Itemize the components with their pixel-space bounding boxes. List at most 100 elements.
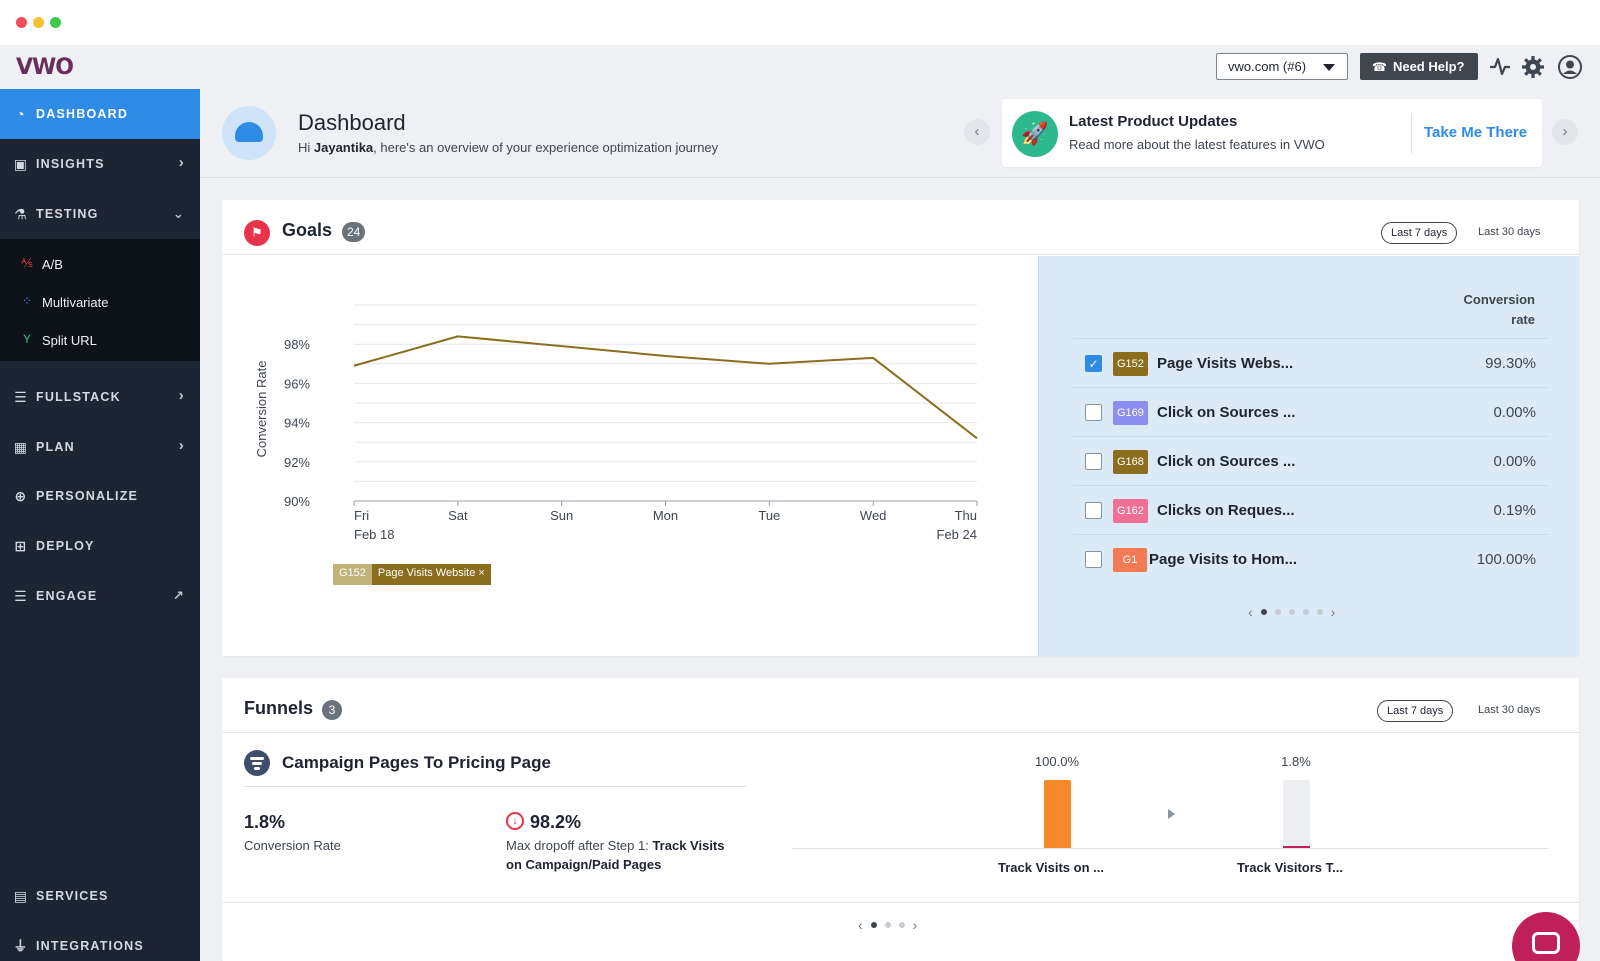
pager-dot[interactable] — [1260, 609, 1267, 615]
range-last-30-days[interactable]: Last 30 days — [1478, 704, 1541, 716]
pager-dot[interactable] — [898, 922, 905, 928]
goal-checkbox[interactable] — [1085, 551, 1102, 568]
sidebar-item-fullstack[interactable]: ☰ FULLSTACK › — [0, 372, 200, 422]
sidebar-subitem-multivariate[interactable]: ⁘ Multivariate — [0, 283, 200, 321]
take-me-there-link[interactable]: Take Me There — [1424, 124, 1528, 141]
goal-name[interactable]: Clicks on Reques... — [1157, 502, 1295, 519]
account-select[interactable]: vwo.com (#6) — [1216, 53, 1348, 80]
dropoff-step-line1: Track Visits — [652, 838, 725, 853]
sidebar-item-testing[interactable]: ⚗ TESTING ⌄ — [0, 189, 200, 239]
x-tick-label: Tue — [758, 508, 780, 523]
chevron-right-icon[interactable]: › — [1552, 119, 1578, 145]
ab-icon: ⅍ — [21, 256, 33, 270]
sidebar-subitem-label: Multivariate — [42, 295, 109, 310]
sidebar-item-deploy[interactable]: ⊞ DEPLOY — [0, 521, 200, 571]
minimize-window-dot[interactable] — [33, 17, 44, 28]
sidebar-item-plan[interactable]: ▦ PLAN › — [0, 422, 200, 472]
pager-dot[interactable] — [1274, 609, 1281, 615]
goal-conversion-rate: 100.00% — [1476, 551, 1536, 568]
sidebar-subitem-ab[interactable]: ⅍ A/B — [0, 245, 200, 283]
goal-name[interactable]: Click on Sources ... — [1157, 453, 1296, 470]
goal-row[interactable]: G169 Click on Sources ... 0.00% — [1073, 387, 1548, 437]
funnel-step-bar[interactable] — [1283, 780, 1310, 848]
chat-widget-button[interactable] — [1512, 912, 1580, 961]
goal-checkbox[interactable] — [1085, 404, 1102, 421]
sidebar-subitem-label: Split URL — [42, 333, 97, 348]
dashboard-icon: ◔ — [16, 106, 26, 122]
goal-row[interactable]: G1 Page Visits to Hom... 100.00% — [1073, 534, 1548, 584]
vwo-logo[interactable]: VWO — [16, 55, 74, 80]
goal-checkbox[interactable] — [1085, 502, 1102, 519]
goal-checkbox[interactable] — [1085, 453, 1102, 470]
chart-svg: 90% 92% 94% 96% 98% Fri Sat Sun Mon Tue Wed Thu Feb … — [254, 304, 978, 542]
pager-prev-icon[interactable]: ‹ — [1248, 604, 1253, 620]
pager-dot[interactable] — [1302, 609, 1309, 615]
sidebar: ◔ DASHBOARD ▣ INSIGHTS › ⚗ TESTING ⌄ ⅍ A… — [0, 89, 200, 961]
flask-icon: ⚗ — [14, 206, 28, 222]
y-axis-label: Conversion Rate — [254, 361, 269, 458]
goal-name[interactable]: Click on Sources ... — [1157, 404, 1296, 421]
close-window-dot[interactable] — [16, 17, 27, 28]
y-tick-label: 94% — [284, 416, 310, 431]
sidebar-item-label: DEPLOY — [36, 539, 95, 553]
sidebar-item-personalize[interactable]: ⊕ PERSONALIZE — [0, 471, 200, 521]
maximize-window-dot[interactable] — [50, 17, 61, 28]
range-last-30-days[interactable]: Last 30 days — [1478, 226, 1541, 238]
sidebar-item-integrations[interactable]: ⏚ INTEGRATIONS — [0, 921, 200, 961]
sidebar-item-label: PLAN — [36, 440, 75, 454]
sidebar-item-engage[interactable]: ☰ ENGAGE ↗ — [0, 571, 200, 621]
pager-prev-icon[interactable]: ‹ — [858, 917, 863, 933]
chevron-right-icon: › — [178, 154, 185, 171]
dashboard-badge-icon — [222, 106, 276, 160]
pager-dot[interactable] — [1316, 609, 1323, 615]
sidebar-item-label: PERSONALIZE — [36, 489, 139, 503]
pager-dot[interactable] — [884, 922, 891, 928]
sidebar-item-label: SERVICES — [36, 889, 109, 903]
x-tick-label: Wed — [860, 508, 887, 523]
close-icon[interactable]: × — [478, 567, 485, 579]
plug-icon: ⏚ — [13, 938, 29, 954]
sidebar-item-insights[interactable]: ▣ INSIGHTS › — [0, 139, 200, 189]
pager-next-icon[interactable]: › — [1330, 604, 1336, 620]
range-last-7-days[interactable]: Last 7 days — [1377, 700, 1454, 722]
pager-next-icon[interactable]: › — [912, 917, 918, 933]
sidebar-item-label: ENGAGE — [36, 589, 98, 603]
goal-checkbox[interactable]: ✓ — [1085, 355, 1102, 372]
pager-dot[interactable] — [1288, 609, 1295, 615]
sidebar-item-dashboard[interactable]: ◔ DASHBOARD — [0, 89, 200, 139]
need-help-button[interactable]: ☎ Need Help? — [1360, 53, 1478, 80]
user-avatar-icon[interactable] — [1557, 55, 1583, 81]
funnel-baseline — [792, 848, 1548, 849]
goal-id-badge: G1 — [1113, 548, 1147, 572]
deploy-icon: ⊞ — [14, 538, 28, 554]
goal-row[interactable]: G162 Clicks on Reques... 0.19% — [1073, 485, 1548, 535]
funnel-name[interactable]: Campaign Pages To Pricing Page — [282, 753, 551, 772]
subtitle-suffix: , here's an overview of your experience … — [373, 140, 719, 155]
chevron-left-icon[interactable]: ‹ — [964, 119, 990, 145]
gear-icon[interactable] — [1520, 55, 1546, 81]
conversion-rate-value: 1.8% — [244, 812, 286, 832]
funnel-step-bar[interactable] — [1044, 780, 1071, 848]
range-last-7-days[interactable]: Last 7 days — [1381, 222, 1458, 244]
y-tick-label: 90% — [284, 494, 310, 509]
grid-icon: ⁘ — [21, 294, 33, 308]
goal-name[interactable]: Page Visits to Hom... — [1149, 551, 1298, 568]
sidebar-subitem-split-url[interactable]: Y Split URL — [0, 321, 200, 359]
pager-dot[interactable] — [870, 922, 877, 928]
goal-name[interactable]: Page Visits Webs... — [1157, 355, 1294, 372]
series-line — [353, 335, 978, 440]
sidebar-item-label: INTEGRATIONS — [36, 939, 144, 953]
y-tick-label: 92% — [284, 455, 310, 470]
x-tick-label: Sat — [448, 508, 468, 523]
external-link-icon: ↗ — [172, 588, 185, 603]
legend-goal-name-text: Page Visits Website — [377, 567, 476, 579]
goal-row[interactable]: G168 Click on Sources ... 0.00% — [1073, 436, 1548, 486]
legend-chip[interactable]: G152 Page Visits Website × — [333, 564, 491, 585]
goal-row[interactable]: ✓ G152 Page Visits Webs... 99.30% — [1073, 338, 1548, 388]
activity-icon[interactable] — [1487, 55, 1513, 81]
funnels-pager: ‹ › — [858, 917, 918, 933]
x-date-label-last: Feb 24 — [937, 527, 977, 542]
chevron-down-icon: ⌄ — [172, 206, 185, 221]
updates-subtitle: Read more about the latest features in V… — [1069, 137, 1325, 152]
sidebar-item-services[interactable]: ▤ SERVICES — [0, 871, 200, 921]
